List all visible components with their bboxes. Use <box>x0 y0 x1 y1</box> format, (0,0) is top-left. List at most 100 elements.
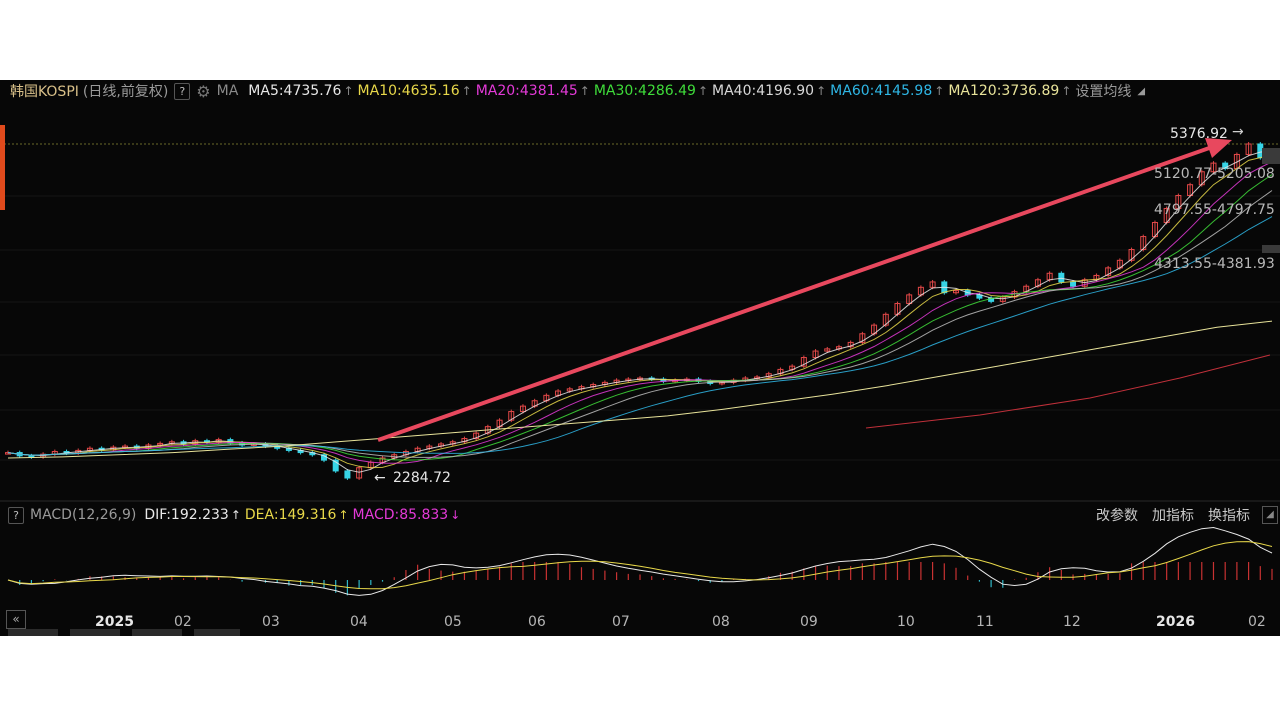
candle-body <box>566 388 573 392</box>
x-tick-12: 2026 <box>1156 614 1195 630</box>
macd-title: MACD(12,26,9) <box>30 507 137 523</box>
x-tick-5: 06 <box>528 614 546 630</box>
ma-value-5: MA60:4145.98 <box>830 83 933 99</box>
dea-arrow: ↑ <box>338 508 349 522</box>
candle-body <box>1105 267 1112 276</box>
candle-body <box>953 290 959 294</box>
x-tick-7: 08 <box>712 614 730 630</box>
chart-mode: (日线,前复权) <box>82 84 169 100</box>
ma-value-1: MA10:4635.16 <box>357 83 460 99</box>
gear-icon[interactable]: ⚙ <box>196 81 211 101</box>
x-tick-4: 05 <box>444 614 462 630</box>
candle-body <box>508 411 515 421</box>
candle-body <box>999 296 1006 302</box>
ma-arrow-2: ↑ <box>579 84 590 98</box>
candle-body <box>1128 249 1135 261</box>
candle-body <box>519 405 526 413</box>
ma-value-4: MA40:4196.90 <box>712 83 815 99</box>
price-band-boxes <box>1262 148 1280 253</box>
dea-line <box>7 541 1273 590</box>
ma-value-3: MA30:4286.49 <box>593 83 696 99</box>
dea-value: DEA:149.316 <box>244 507 337 523</box>
trend-arrow-shaft <box>377 144 1216 442</box>
candle-body <box>882 313 889 326</box>
ma-value-2: MA20:4381.45 <box>475 83 578 99</box>
high-arrow-icon: → <box>1232 124 1244 140</box>
ma-value-list: MA5:4735.76 ↑ MA10:4635.16 ↑ MA20:4381.45 ↑ MA… <box>248 83 1075 99</box>
x-tick-6: 07 <box>612 614 630 630</box>
change-indicator-button[interactable]: 换指标 <box>1208 508 1250 524</box>
dif-line <box>7 526 1273 596</box>
x-tick-8: 09 <box>800 614 818 630</box>
candle-body <box>157 442 164 446</box>
scroll-left-button[interactable]: « <box>6 610 26 629</box>
ma-line-2 <box>7 161 1273 464</box>
candle-body <box>906 294 913 305</box>
ma-arrow-6: ↑ <box>1061 84 1072 98</box>
candle-body <box>800 357 807 367</box>
edit-params-button[interactable]: 改参数 <box>1096 508 1138 524</box>
candle-body <box>1070 281 1077 287</box>
ma-line-5 <box>7 216 1273 456</box>
ma-value-0: MA5:4735.76 <box>248 83 342 99</box>
candle-body <box>1058 272 1065 283</box>
dif-value: DIF:192.233 <box>144 507 229 523</box>
candle-body <box>929 281 936 288</box>
ma-value-6: MA120:3736.89 <box>948 83 1060 99</box>
dropdown-triangle-icon[interactable]: ◢ <box>1137 85 1146 97</box>
x-tick-3: 04 <box>350 614 368 630</box>
ma-line-4 <box>7 190 1273 458</box>
candle-body <box>812 350 819 359</box>
macd-arrow: ↓ <box>450 508 461 522</box>
left-accent-bar <box>0 125 5 210</box>
candle-body <box>1210 162 1217 173</box>
candle-body <box>332 459 339 472</box>
x-tick-13: 02 <box>1248 614 1266 630</box>
trend-arrow-head <box>1205 138 1232 158</box>
macd-value: MACD:85.833 <box>352 507 449 523</box>
low-arrow-icon: ← <box>374 470 386 486</box>
candle-body <box>1245 143 1252 155</box>
macd-panel-header: ? MACD(12,26,9) DIF:192.233 ↑ DEA:149.31… <box>0 504 1280 526</box>
candle-body <box>356 467 363 479</box>
candle-body <box>859 333 866 343</box>
add-indicator-button[interactable]: 加指标 <box>1152 508 1194 524</box>
band-box-2 <box>1262 245 1280 253</box>
candle-body <box>344 470 351 479</box>
x-tick-1: 02 <box>174 614 192 630</box>
candle-body <box>824 348 831 352</box>
collapse-panel-button[interactable]: ◢ <box>1262 506 1278 524</box>
band-label-2: 4797.55-4797.75 <box>1154 202 1275 218</box>
ma-arrow-4: ↑ <box>816 84 827 98</box>
x-tick-9: 10 <box>897 614 915 630</box>
chart-canvas[interactable] <box>0 80 1280 636</box>
ma250-line <box>865 354 1271 429</box>
ma120-line <box>7 320 1273 459</box>
ma-line-1 <box>7 154 1273 469</box>
price-panel-header: 韩国KOSPI (日线,前复权) ? ⚙ MA MA5:4735.76 ↑ MA10… <box>0 80 1280 102</box>
ma-arrow-3: ↑ <box>697 84 708 98</box>
ma-arrow-0: ↑ <box>343 84 354 98</box>
macd-tools: 改参数 加指标 换指标 <box>1082 504 1250 526</box>
candle-body <box>1140 236 1147 251</box>
help-button[interactable]: ? <box>174 82 191 100</box>
moving-average-lines <box>7 150 1273 473</box>
ma-line-0 <box>7 150 1273 473</box>
band-label-3: 4313.55-4381.93 <box>1154 256 1275 272</box>
high-price-label: 5376.92 <box>1170 126 1228 142</box>
low-price-label: 2284.72 <box>393 470 451 486</box>
macd-plot <box>7 526 1273 596</box>
macd-help-button[interactable]: ? <box>8 506 24 524</box>
bottom-scroll-bar[interactable] <box>0 629 1280 636</box>
candle-body <box>1222 162 1229 170</box>
settings-ma-link[interactable]: 设置均线 <box>1075 84 1132 100</box>
band-label-1: 5120.77-5205.08 <box>1154 166 1275 182</box>
band-box-1 <box>1262 148 1280 164</box>
chart-window: 韩国KOSPI (日线,前复权) ? ⚙ MA MA5:4735.76 ↑ MA10… <box>0 80 1280 636</box>
dif-arrow: ↑ <box>230 508 241 522</box>
ma-line-3 <box>7 174 1273 461</box>
ma-arrow-1: ↑ <box>461 84 472 98</box>
instrument-name: 韩国KOSPI <box>10 84 79 100</box>
grid-lines <box>0 195 1280 461</box>
candle-body <box>473 432 480 440</box>
